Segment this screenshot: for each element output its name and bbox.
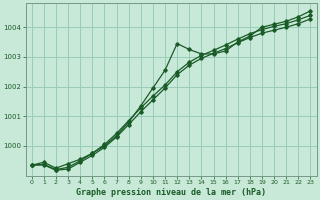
X-axis label: Graphe pression niveau de la mer (hPa): Graphe pression niveau de la mer (hPa) [76, 188, 266, 197]
